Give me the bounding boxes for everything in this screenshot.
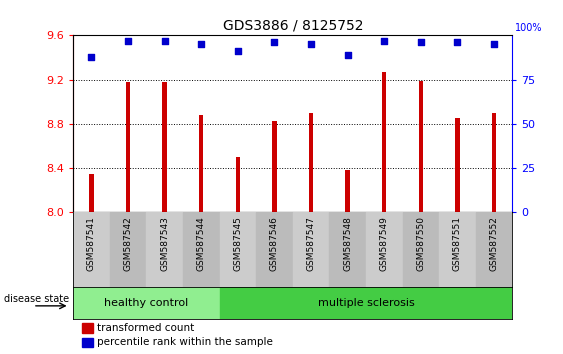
Bar <box>220 212 256 287</box>
Text: GSM587551: GSM587551 <box>453 216 462 271</box>
Point <box>343 52 352 58</box>
Text: GSM587546: GSM587546 <box>270 216 279 271</box>
Bar <box>455 118 459 212</box>
Bar <box>346 170 350 212</box>
Bar <box>110 212 146 287</box>
Bar <box>90 174 93 212</box>
Bar <box>439 212 476 287</box>
Point <box>379 38 388 44</box>
Bar <box>329 212 366 287</box>
Text: GSM587544: GSM587544 <box>197 216 205 271</box>
Text: GSM587548: GSM587548 <box>343 216 352 271</box>
Bar <box>492 113 496 212</box>
Point <box>123 38 133 44</box>
Bar <box>82 338 93 347</box>
Text: 100%: 100% <box>515 23 543 33</box>
Bar <box>272 121 276 212</box>
Text: percentile rank within the sample: percentile rank within the sample <box>97 337 273 348</box>
Text: GSM587549: GSM587549 <box>380 216 388 271</box>
Bar <box>73 287 220 319</box>
Bar <box>256 212 293 287</box>
Bar <box>163 82 167 212</box>
Bar <box>82 324 93 333</box>
Text: GSM587542: GSM587542 <box>124 216 132 271</box>
Text: transformed count: transformed count <box>97 323 195 333</box>
Bar <box>146 212 183 287</box>
Bar <box>293 212 329 287</box>
Point <box>234 48 243 54</box>
Title: GDS3886 / 8125752: GDS3886 / 8125752 <box>222 19 363 33</box>
Point <box>160 38 169 44</box>
Text: GSM587550: GSM587550 <box>417 216 425 271</box>
Bar <box>476 212 512 287</box>
Bar <box>199 115 203 212</box>
Text: GSM587541: GSM587541 <box>87 216 96 271</box>
Bar <box>236 157 240 212</box>
Bar <box>126 82 130 212</box>
Bar <box>366 212 403 287</box>
Point <box>489 41 499 47</box>
Bar <box>220 287 512 319</box>
Text: GSM587547: GSM587547 <box>307 216 315 271</box>
Bar <box>183 212 220 287</box>
Text: GSM587543: GSM587543 <box>160 216 169 271</box>
Text: disease state: disease state <box>4 295 69 304</box>
Point <box>306 41 315 47</box>
Text: multiple sclerosis: multiple sclerosis <box>318 298 414 308</box>
Point <box>87 54 96 59</box>
Bar <box>382 72 386 212</box>
Bar <box>419 81 423 212</box>
Text: GSM587552: GSM587552 <box>490 216 498 271</box>
Bar <box>403 212 439 287</box>
Point <box>453 40 462 45</box>
Bar <box>73 212 110 287</box>
Bar <box>309 113 313 212</box>
Point <box>270 40 279 45</box>
Text: GSM587545: GSM587545 <box>234 216 242 271</box>
Point <box>417 40 426 45</box>
Point <box>197 41 206 47</box>
Text: healthy control: healthy control <box>104 298 189 308</box>
